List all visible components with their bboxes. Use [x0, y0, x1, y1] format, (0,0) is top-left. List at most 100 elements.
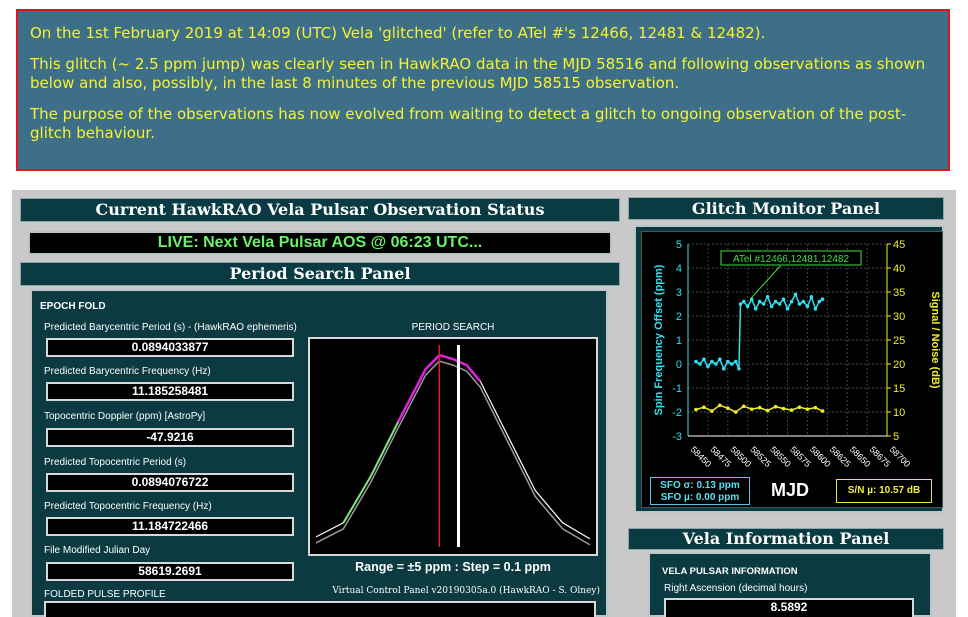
- search-curve: [315, 354, 591, 540]
- signal-noise-stat: S/N µ: 10.57 dB: [836, 479, 932, 503]
- period-search-title: PERIOD SEARCH: [411, 322, 495, 333]
- sfo-mu: SFO µ: 0.00 ppm: [660, 492, 740, 503]
- data-point: [757, 299, 762, 304]
- data-point: [741, 299, 746, 304]
- data-point: [789, 299, 794, 304]
- y-tick-label: 4: [676, 263, 682, 275]
- data-point: [698, 362, 702, 366]
- status-panel-title: Current HawkRAO Vela Pulsar Observation …: [20, 198, 620, 222]
- data-point: [765, 295, 770, 299]
- data-point: [781, 297, 786, 301]
- data-point: [702, 405, 706, 409]
- y2-tick-label: 40: [893, 263, 905, 275]
- sfo-stats-box: SFO σ: 0.13 ppm SFO µ: 0.00 ppm: [650, 477, 750, 505]
- data-point: [817, 299, 822, 304]
- data-point: [726, 359, 730, 364]
- data-point: [710, 359, 714, 364]
- y2-tick-label: 35: [893, 287, 905, 299]
- field-label: Topocentric Doppler (ppm) [AstroPy]: [44, 411, 206, 422]
- data-point: [773, 404, 778, 409]
- data-point: [797, 302, 802, 306]
- annotation-box: [720, 250, 862, 266]
- data-point: [733, 359, 738, 364]
- data-point: [765, 408, 770, 413]
- live-status-display: LIVE: Next Vela Pulsar AOS @ 06:23 UTC..…: [28, 231, 612, 255]
- modified-julian-day-value: 58619.2691: [46, 562, 294, 581]
- x-tick-label: 58575: [788, 444, 813, 469]
- x-tick-label: 58525: [748, 444, 773, 469]
- data-point: [777, 302, 782, 306]
- right-ascension-label: Right Ascension (decimal hours): [664, 583, 808, 594]
- data-point: [694, 407, 698, 412]
- data-point: [773, 299, 778, 304]
- x-tick-label: 58550: [768, 444, 793, 469]
- data-point: [805, 407, 810, 411]
- mjd-axis-label: MJD: [770, 480, 809, 500]
- y-tick-label: 0: [676, 359, 682, 371]
- vela-information-panel-title: Vela Information Panel: [628, 528, 944, 550]
- y2-tick-label: 20: [893, 359, 905, 371]
- y2-tick-label: 15: [893, 383, 905, 395]
- y2-tick-label: 10: [893, 407, 905, 419]
- notice-line-3: The purpose of the observations has now …: [30, 105, 907, 142]
- y-tick-label: -3: [672, 431, 682, 443]
- data-point: [714, 362, 718, 366]
- data-point: [813, 405, 818, 410]
- folded-pulse-profile-heading: FOLDED PULSE PROFILE: [44, 589, 166, 600]
- y-tick-label: 5: [676, 239, 682, 251]
- notice-line-1: On the 1st February 2019 at 14:09 (UTC) …: [30, 24, 766, 42]
- y2-tick-label: 45: [893, 239, 905, 251]
- x-tick-label: 58675: [868, 444, 893, 469]
- data-point: [729, 362, 734, 366]
- data-point: [722, 367, 726, 371]
- x-tick-label: 58650: [848, 444, 873, 469]
- data-point: [820, 409, 825, 413]
- data-point: [749, 407, 754, 411]
- epoch-fold-heading: EPOCH FOLD: [40, 301, 106, 312]
- right-ascension-value: 8.5892: [664, 598, 914, 617]
- data-point: [702, 357, 706, 361]
- data-point: [718, 403, 722, 408]
- y2-tick-label: 30: [893, 311, 905, 323]
- period-search-svg: [315, 345, 591, 547]
- glitch-monitor-panel-title: Glitch Monitor Panel: [628, 197, 944, 220]
- glitch-monitor-svg: 5845058475585005852558550585755860058625…: [653, 239, 941, 469]
- field-label: Predicted Barycentric Frequency (Hz): [44, 366, 211, 377]
- data-point: [820, 297, 825, 301]
- folded-pulse-profile-display: [44, 601, 596, 617]
- green-segment: [342, 421, 400, 524]
- data-point: [718, 357, 722, 361]
- data-point: [733, 410, 738, 414]
- topocentric-doppler-value: -47.9216: [46, 428, 294, 447]
- fitted-curve: [315, 360, 591, 546]
- sfo-sigma: SFO σ: 0.13 ppm: [660, 480, 740, 491]
- data-point: [745, 304, 750, 309]
- field-label: Predicted Topocentric Frequency (Hz): [44, 501, 212, 512]
- data-point: [753, 307, 758, 311]
- data-point: [769, 304, 774, 309]
- field-label: Predicted Topocentric Period (s): [44, 457, 187, 468]
- data-point: [726, 406, 730, 410]
- y2-axis-label: Signal / Noise (dB): [929, 291, 941, 389]
- data-point: [706, 364, 710, 369]
- notice-line-2: This glitch (~ 2.5 ppm jump) was clearly…: [30, 55, 926, 92]
- data-point: [801, 299, 806, 304]
- field-label: Predicted Barycentric Period (s) - (Hawk…: [44, 322, 297, 333]
- y-tick-label: 3: [676, 287, 682, 299]
- data-point: [813, 307, 818, 311]
- barycentric-period-value: 0.0894033877: [46, 338, 294, 357]
- annotation-leader: [749, 265, 781, 300]
- topocentric-frequency-value: 11.184722466: [46, 517, 294, 536]
- y-tick-label: -2: [672, 407, 682, 419]
- glitch-notice: On the 1st February 2019 at 14:09 (UTC) …: [16, 9, 950, 171]
- data-point: [781, 406, 786, 411]
- field-label: File Modified Julian Day: [44, 545, 151, 556]
- x-tick-label: 58625: [828, 444, 853, 469]
- x-tick-label: 58600: [808, 444, 833, 469]
- vela-info-heading: VELA PULSAR INFORMATION: [662, 566, 798, 577]
- y-tick-label: 1: [676, 335, 682, 347]
- data-point: [710, 409, 714, 413]
- data-point: [797, 405, 802, 409]
- data-point: [741, 404, 746, 409]
- data-point: [738, 302, 743, 306]
